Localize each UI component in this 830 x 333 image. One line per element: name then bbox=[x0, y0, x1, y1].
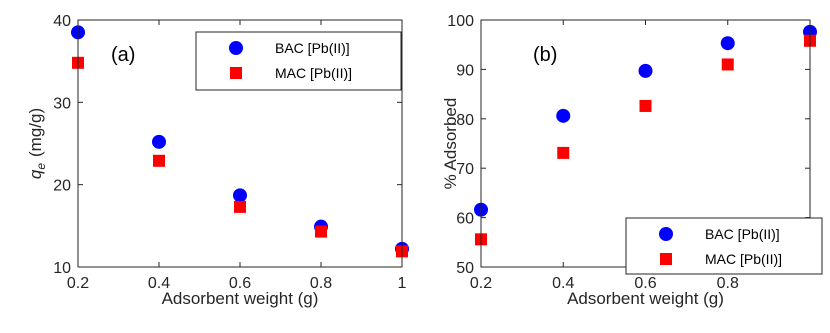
panel-a-axes bbox=[77, 19, 403, 268]
panel-a-y-axis-symbol: q bbox=[26, 169, 45, 179]
panel-a-x-tick-label: 1 bbox=[398, 275, 407, 292]
panel-a-legend-bac-label: BAC [Pb(II)] bbox=[275, 40, 350, 56]
panel-b-x-axis-label: Adsorbent weight (g) bbox=[567, 289, 724, 308]
panel-a-bac-point-3 bbox=[233, 188, 247, 203]
panel-a-chart: 0.2 0.4 0.6 0.8 1 10 20 30 40 (a) Adsorbent weig… bbox=[26, 13, 409, 308]
panel-a-legend-mac-marker bbox=[230, 67, 242, 79]
panel-b-mac-point-2 bbox=[557, 146, 570, 159]
panel-a-x-tick-label: 0.8 bbox=[310, 275, 332, 292]
panel-a-bac-point-2 bbox=[152, 134, 166, 149]
panel-b-bac-point-4 bbox=[720, 36, 735, 51]
panel-b-legend-mac-label: MAC [Pb(II)] bbox=[705, 251, 782, 267]
panel-a-y-tick-label: 30 bbox=[53, 95, 71, 112]
panel-b-x-tick-label: 0.4 bbox=[552, 275, 574, 292]
panel-a-x-tick-label: 0.4 bbox=[148, 275, 170, 292]
panel-a-data-points bbox=[71, 25, 409, 258]
panel-a-legend-mac-label: MAC [Pb(II)] bbox=[275, 65, 352, 81]
panel-a-mac-point-2 bbox=[153, 154, 165, 167]
panel-b-x-tick-label: 0.2 bbox=[470, 275, 492, 292]
panel-b-label: (b) bbox=[533, 44, 557, 66]
panel-a-y-axis-unit: (mg/g) bbox=[26, 108, 45, 157]
panel-b-y-tick-label: 90 bbox=[456, 62, 474, 79]
panel-a-label: (a) bbox=[111, 44, 135, 66]
panel-b-legend: BAC [Pb(II)] MAC [Pb(II)] bbox=[625, 217, 823, 275]
panel-b-mac-point-4 bbox=[721, 58, 734, 71]
panel-a-x-axis-label: Adsorbent weight (g) bbox=[162, 289, 319, 308]
panel-a-y-axis-subscript: e bbox=[34, 163, 48, 170]
panel-a-y-tick-label: 20 bbox=[53, 178, 71, 195]
panel-b-y-tick-label: 100 bbox=[447, 13, 474, 30]
panel-a-legend-box bbox=[195, 31, 402, 91]
panel-b-tick-labels: 0.2 0.4 0.6 0.8 50 60 70 80 90 100 bbox=[447, 13, 739, 292]
panel-b-legend-bac-label: BAC [Pb(II)] bbox=[705, 226, 780, 242]
panel-a-mac-point-3 bbox=[234, 200, 246, 213]
panel-b-y-tick-label: 80 bbox=[456, 112, 474, 129]
panel-a-mac-point-4 bbox=[315, 225, 327, 238]
panel-b-x-tick-label: 0.8 bbox=[717, 275, 739, 292]
panel-a-y-tick-label: 10 bbox=[53, 260, 71, 277]
panel-b-chart: 0.2 0.4 0.6 0.8 50 60 70 80 90 100 (b) Adsorbent … bbox=[441, 13, 823, 308]
panel-b-bac-point-2 bbox=[556, 108, 571, 123]
panel-a-tick-labels: 0.2 0.4 0.6 0.8 1 10 20 30 40 bbox=[53, 13, 406, 292]
panel-b-mac-point-3 bbox=[639, 99, 652, 112]
panel-b-y-tick-label: 50 bbox=[456, 260, 474, 277]
panel-a-x-tick-label: 0.2 bbox=[67, 275, 89, 292]
panel-a-y-axis-label: qe (mg/g) bbox=[26, 108, 48, 179]
panel-a-x-tick-label: 0.6 bbox=[229, 275, 251, 292]
panel-b-x-tick-label: 0.6 bbox=[634, 275, 656, 292]
panel-a-y-tick-label: 40 bbox=[53, 13, 71, 30]
panel-a-legend: BAC [Pb(II)] MAC [Pb(II)] bbox=[195, 31, 402, 91]
panel-b-y-tick-label: 60 bbox=[456, 211, 474, 228]
panel-b-bac-point-3 bbox=[638, 63, 653, 78]
panel-b-y-tick-label: 70 bbox=[456, 161, 474, 178]
panel-b-y-axis-label: % Adsorbed bbox=[441, 98, 460, 190]
panel-b-legend-bac-marker bbox=[659, 227, 673, 241]
panel-a-legend-bac-marker bbox=[229, 41, 243, 55]
panel-b-legend-mac-marker bbox=[660, 253, 672, 265]
panel-b-legend-box bbox=[625, 217, 823, 275]
